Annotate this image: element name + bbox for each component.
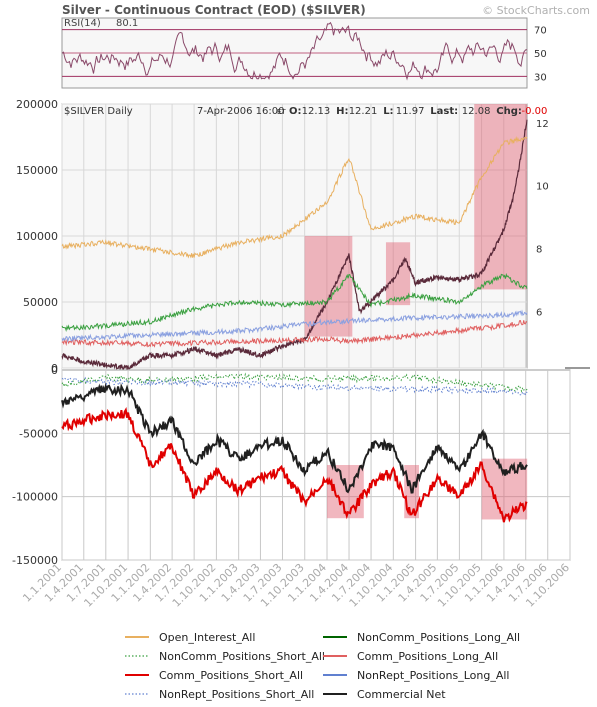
legend-label: Comm_Positions_Long_All (357, 650, 498, 663)
legend-label: NonComm_Positions_Short_All (159, 650, 325, 663)
positions-panel (61, 369, 571, 561)
right-axis-tick: 10 (536, 182, 549, 193)
price-series-line (61, 119, 528, 371)
symbol-label: $SILVER Daily (64, 106, 133, 117)
legend-label: Commercial Net (357, 688, 446, 701)
left-axis-tick: 150000 (16, 164, 58, 177)
price-series-line (61, 136, 528, 259)
positions-series-line (61, 372, 528, 393)
quote-label: H: (336, 106, 348, 117)
quote-date: 7-Apr-2006 16:00 (197, 106, 284, 117)
highlight-box (474, 104, 527, 290)
positions-series-line (61, 376, 528, 397)
rsi-label: RSI(14) (64, 18, 101, 29)
quote-label: Chg: (496, 106, 522, 117)
left-axis-tick: 200000 (16, 98, 58, 111)
quote-value: 12.21 (349, 106, 378, 117)
rsi-tick-label: 30 (534, 72, 547, 83)
chart-title: Silver - Continuous Contract (EOD) ($SIL… (62, 3, 366, 17)
legend-label: NonRept_Positions_Long_All (357, 669, 509, 682)
quote-value: 12.08 (462, 106, 491, 117)
positions-y-tick-zero: 0 (51, 364, 58, 377)
legend-label: Comm_Positions_Short_All (159, 669, 303, 682)
legend-label: NonComm_Positions_Long_All (357, 631, 520, 644)
left-axis-tick: 100000 (16, 230, 58, 243)
price-series-line (61, 320, 528, 348)
left-axis-tick: 0 (51, 362, 58, 375)
positions-y-tick: -50000 (19, 427, 58, 440)
rsi-tick-label: 70 (534, 26, 547, 37)
highlight-box (304, 236, 353, 337)
left-axis-tick: 50000 (23, 296, 58, 309)
right-axis-tick: 12 (536, 119, 549, 130)
legend-label: NonRept_Positions_Short_All (159, 688, 314, 701)
legend-label: Open_Interest_All (159, 631, 255, 644)
price-series-line (61, 309, 528, 343)
quote-label: Last: (430, 106, 458, 117)
price-series-line (61, 272, 528, 333)
positions-y-tick: -150000 (12, 554, 58, 567)
watermark: © StockCharts.com (482, 4, 590, 17)
positions-series-line (61, 407, 528, 523)
right-axis-tick: 8 (536, 245, 542, 256)
quote-tz: ET (277, 108, 286, 116)
quote-label: L: (383, 106, 393, 117)
positions-series-line (61, 382, 528, 494)
rsi-value: 80.1 (116, 18, 138, 29)
quote-label: O: (289, 106, 302, 117)
positions-y-tick: -100000 (12, 491, 58, 504)
quote-value: 12.13 (302, 106, 331, 117)
quote-value: -0.00 (522, 106, 548, 117)
rsi-line (61, 21, 528, 81)
rsi-tick-label: 50 (534, 49, 547, 60)
quote-value: 11.97 (396, 106, 425, 117)
right-axis-tick: 6 (536, 307, 542, 318)
